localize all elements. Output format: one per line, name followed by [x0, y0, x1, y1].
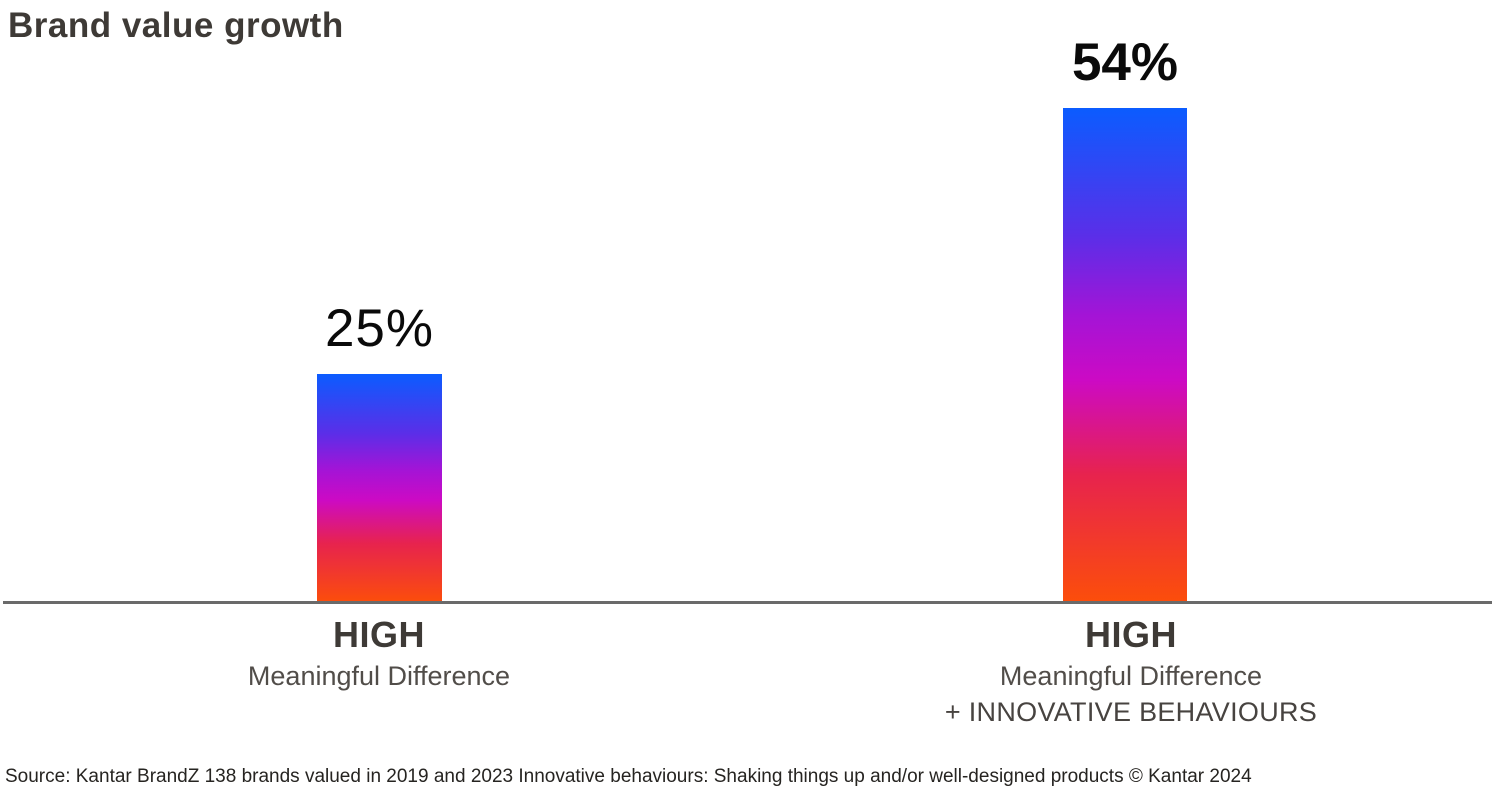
- source-note: Source: Kantar BrandZ 138 brands valued …: [5, 766, 1252, 787]
- value-label-right: 54%: [1071, 33, 1179, 93]
- bar-group-high-meaningful-difference: 25%: [317, 302, 442, 603]
- category-label-left: HIGH Meaningful Difference: [179, 614, 579, 692]
- value-label-left: 25%: [324, 299, 435, 358]
- category-label-right: HIGH Meaningful Difference + INNOVATIVE …: [875, 614, 1387, 728]
- category-attribute-left: Meaningful Difference: [247, 661, 511, 692]
- x-axis-baseline: [3, 601, 1492, 604]
- bar-group-high-meaningful-difference-innovative: 54%: [1063, 36, 1187, 603]
- bar-high-meaningful-difference-innovative: [1063, 108, 1187, 603]
- category-attribute-right: Meaningful Difference: [999, 661, 1263, 692]
- category-level-left: HIGH: [333, 614, 425, 655]
- chart-title: Brand value growth: [8, 6, 344, 45]
- bar-high-meaningful-difference: [317, 374, 442, 603]
- category-level-right: HIGH: [1085, 614, 1177, 655]
- category-extra-right: + INNOVATIVE BEHAVIOURS: [944, 697, 1318, 728]
